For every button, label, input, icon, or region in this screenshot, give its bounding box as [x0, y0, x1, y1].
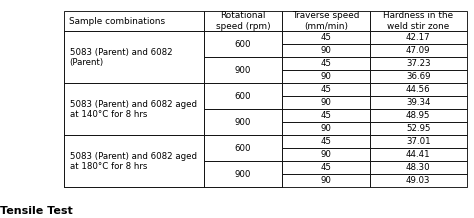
Text: 90: 90: [320, 150, 331, 159]
Text: 600: 600: [235, 92, 251, 101]
Bar: [282, 174, 370, 187]
Bar: [282, 83, 370, 96]
Bar: [282, 11, 370, 31]
Text: 48.30: 48.30: [406, 164, 430, 172]
Bar: [64, 83, 204, 135]
Bar: [64, 57, 204, 70]
Bar: [204, 57, 282, 83]
Bar: [204, 122, 282, 135]
Text: 45: 45: [320, 137, 331, 146]
Text: 48.95: 48.95: [406, 111, 430, 120]
Bar: [282, 70, 370, 83]
Bar: [204, 162, 282, 187]
Bar: [282, 148, 370, 162]
Bar: [370, 70, 467, 83]
Text: 900: 900: [235, 170, 251, 179]
Text: 5083 (Parent) and 6082 aged
at 180°C for 8 hrs: 5083 (Parent) and 6082 aged at 180°C for…: [70, 152, 197, 171]
Text: 5083 (Parent) and 6082
(Parent): 5083 (Parent) and 6082 (Parent): [70, 48, 173, 67]
Text: 90: 90: [320, 72, 331, 81]
Bar: [204, 162, 282, 174]
Bar: [204, 109, 282, 135]
Text: 42.17: 42.17: [406, 33, 430, 42]
Bar: [282, 122, 370, 135]
Bar: [204, 31, 282, 44]
Bar: [204, 11, 282, 31]
Bar: [64, 70, 204, 83]
Text: 90: 90: [320, 176, 331, 186]
Bar: [204, 31, 282, 57]
Text: Sample combinations: Sample combinations: [69, 17, 165, 26]
Bar: [64, 44, 204, 57]
Text: 45: 45: [320, 85, 331, 94]
Bar: [370, 122, 467, 135]
Bar: [370, 31, 467, 44]
Text: 900: 900: [235, 118, 251, 127]
Bar: [282, 44, 370, 57]
Bar: [64, 174, 204, 187]
Bar: [204, 83, 282, 109]
Bar: [370, 162, 467, 174]
Text: 37.23: 37.23: [406, 59, 430, 68]
Text: Hardness in the
weld stir zone: Hardness in the weld stir zone: [383, 11, 453, 31]
Bar: [64, 83, 204, 96]
Bar: [370, 96, 467, 109]
Bar: [370, 83, 467, 96]
Bar: [282, 162, 370, 174]
Text: 44.56: 44.56: [406, 85, 430, 94]
Bar: [370, 11, 467, 31]
Text: 45: 45: [320, 111, 331, 120]
Bar: [370, 44, 467, 57]
Bar: [204, 57, 282, 70]
Text: 52.95: 52.95: [406, 124, 430, 133]
Text: 45: 45: [320, 164, 331, 172]
Bar: [64, 162, 204, 174]
Bar: [204, 96, 282, 109]
Bar: [204, 109, 282, 122]
Text: 47.09: 47.09: [406, 46, 430, 55]
Text: Traverse speed
(mm/min): Traverse speed (mm/min): [292, 11, 360, 31]
Bar: [64, 96, 204, 109]
Bar: [370, 109, 467, 122]
Bar: [64, 122, 204, 135]
Bar: [282, 96, 370, 109]
Bar: [204, 135, 282, 162]
Bar: [370, 135, 467, 148]
Text: Tensile Test: Tensile Test: [0, 206, 73, 216]
Text: 90: 90: [320, 124, 331, 133]
Bar: [282, 135, 370, 148]
Text: 44.41: 44.41: [406, 150, 430, 159]
Bar: [204, 70, 282, 83]
Text: 90: 90: [320, 98, 331, 107]
Text: 90: 90: [320, 46, 331, 55]
Bar: [64, 109, 204, 122]
Bar: [204, 174, 282, 187]
Text: 49.03: 49.03: [406, 176, 430, 186]
Bar: [64, 11, 204, 31]
Bar: [64, 135, 204, 148]
Bar: [370, 57, 467, 70]
Text: 36.69: 36.69: [406, 72, 430, 81]
Text: 600: 600: [235, 40, 251, 49]
Text: 5083 (Parent) and 6082 aged
at 140°C for 8 hrs: 5083 (Parent) and 6082 aged at 140°C for…: [70, 100, 197, 119]
Bar: [370, 174, 467, 187]
Bar: [204, 83, 282, 96]
Text: 600: 600: [235, 144, 251, 153]
Text: 45: 45: [320, 59, 331, 68]
Text: 37.01: 37.01: [406, 137, 430, 146]
Bar: [204, 148, 282, 162]
Bar: [282, 109, 370, 122]
Text: 900: 900: [235, 66, 251, 75]
Text: Rotational
speed (rpm): Rotational speed (rpm): [216, 11, 270, 31]
Bar: [282, 57, 370, 70]
Bar: [204, 44, 282, 57]
Bar: [64, 148, 204, 162]
Bar: [370, 148, 467, 162]
Bar: [282, 31, 370, 44]
Bar: [64, 31, 204, 44]
Text: 45: 45: [320, 33, 331, 42]
Text: 39.34: 39.34: [406, 98, 430, 107]
Bar: [64, 135, 204, 187]
Bar: [204, 135, 282, 148]
Bar: [64, 31, 204, 83]
